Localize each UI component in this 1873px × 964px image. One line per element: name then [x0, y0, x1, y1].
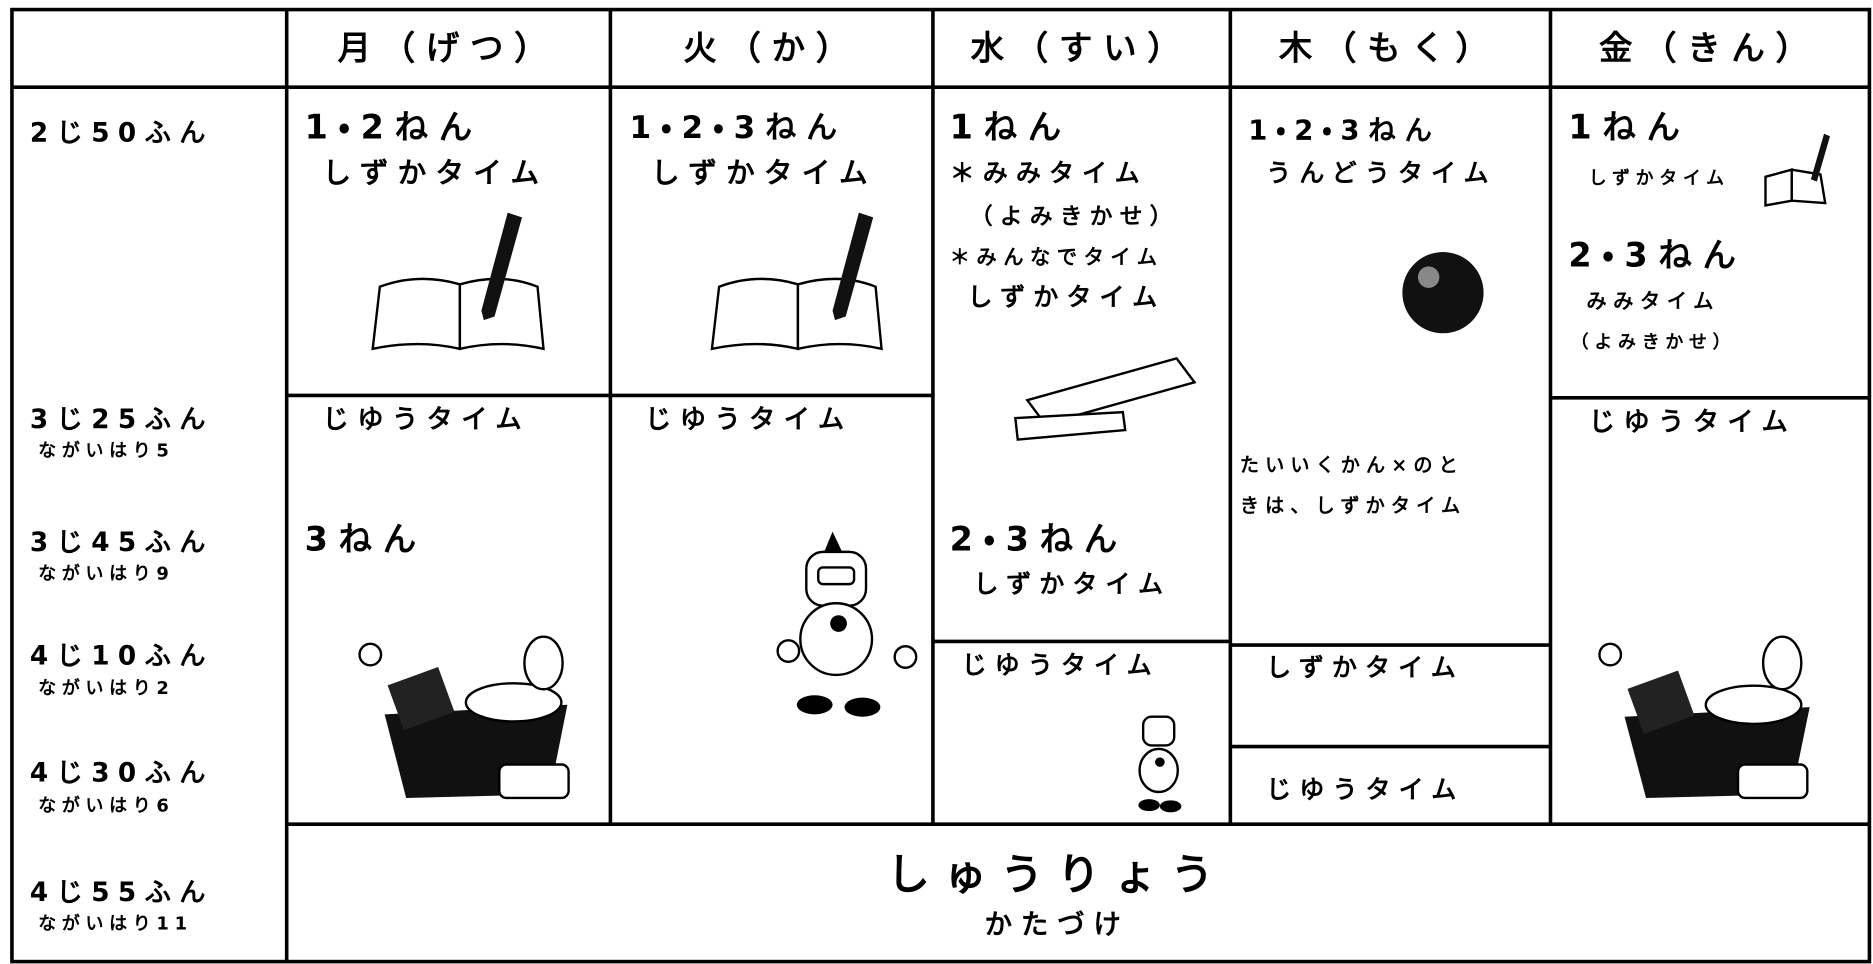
activity: じゆうタイム — [1589, 407, 1797, 437]
activity-note: きは、しずかタイム — [1240, 494, 1466, 517]
book-illustration — [1764, 133, 1830, 207]
time-hand: ながいはり5 — [38, 440, 174, 462]
toy-basket-illustration — [358, 635, 570, 800]
activity: しずかタイム — [323, 155, 549, 189]
time-hand: ながいはり9 — [38, 563, 174, 585]
activity: しずかタイム — [974, 569, 1172, 598]
time: 3じ45ふん — [30, 528, 214, 558]
grade: 1ねん — [1568, 108, 1690, 147]
time-hand: ながいはり6 — [38, 794, 174, 816]
grade: 1・2・3ねん — [630, 110, 848, 146]
activity: みみタイム — [1586, 289, 1720, 313]
activity: じゆうタイム — [645, 405, 853, 435]
activity-note: たいいくかん×のと — [1240, 453, 1464, 476]
robot-illustration — [1138, 715, 1182, 813]
activity: しずかタイム — [1589, 168, 1730, 189]
activity: じゆうタイム — [962, 651, 1160, 680]
grade: 1ねん — [950, 108, 1072, 147]
day-header: 月（げつ） — [338, 29, 559, 68]
table-grid — [10, 7, 1872, 964]
time-hand: ながいはり11 — [38, 913, 193, 935]
activity: しずかタイム — [1266, 653, 1464, 682]
closing-title: しゅうりょう — [887, 850, 1228, 900]
time: 4じ55ふん — [30, 878, 214, 908]
time: 3じ25ふん — [30, 405, 214, 435]
ball-highlight — [1417, 266, 1440, 288]
activity: ＊みみタイム — [950, 158, 1148, 187]
grade: 2・3ねん — [1568, 235, 1746, 274]
closing-subtitle: かたづけ — [985, 910, 1130, 941]
grade: 1・2ねん — [305, 108, 483, 147]
day-header: 火（か） — [683, 29, 860, 68]
activity-note: （よみきかせ） — [970, 203, 1180, 230]
ball-illustration — [1402, 252, 1484, 334]
day-header: 木（もく） — [1278, 29, 1500, 68]
robot-illustration — [776, 531, 918, 717]
activity: しずかタイム — [968, 283, 1166, 312]
toy-basket-illustration — [1598, 635, 1810, 800]
picture-book-illustration — [1014, 356, 1197, 441]
activity: ＊みんなでタイム — [950, 245, 1164, 269]
activity: しずかタイム — [651, 155, 877, 189]
grade: 1・2・3ねん — [1248, 115, 1440, 146]
time: 2じ50ふん — [30, 118, 214, 148]
time: 4じ10ふん — [30, 641, 214, 671]
grade: 3ねん — [305, 520, 427, 559]
book-illustration — [371, 212, 545, 351]
book-illustration — [710, 212, 883, 351]
day-header: 金（きん） — [1599, 29, 1820, 68]
time: 4じ30ふん — [30, 759, 214, 789]
activity: うんどうタイム — [1266, 158, 1496, 187]
day-header: 水（すい） — [970, 29, 1192, 68]
activity-note: （よみきかせ） — [1571, 332, 1736, 353]
activity: じゆうタイム — [1266, 775, 1464, 804]
time-hand: ながいはり2 — [38, 677, 174, 699]
activity: じゆうタイム — [323, 405, 531, 435]
grade: 2・3ねん — [950, 520, 1128, 559]
